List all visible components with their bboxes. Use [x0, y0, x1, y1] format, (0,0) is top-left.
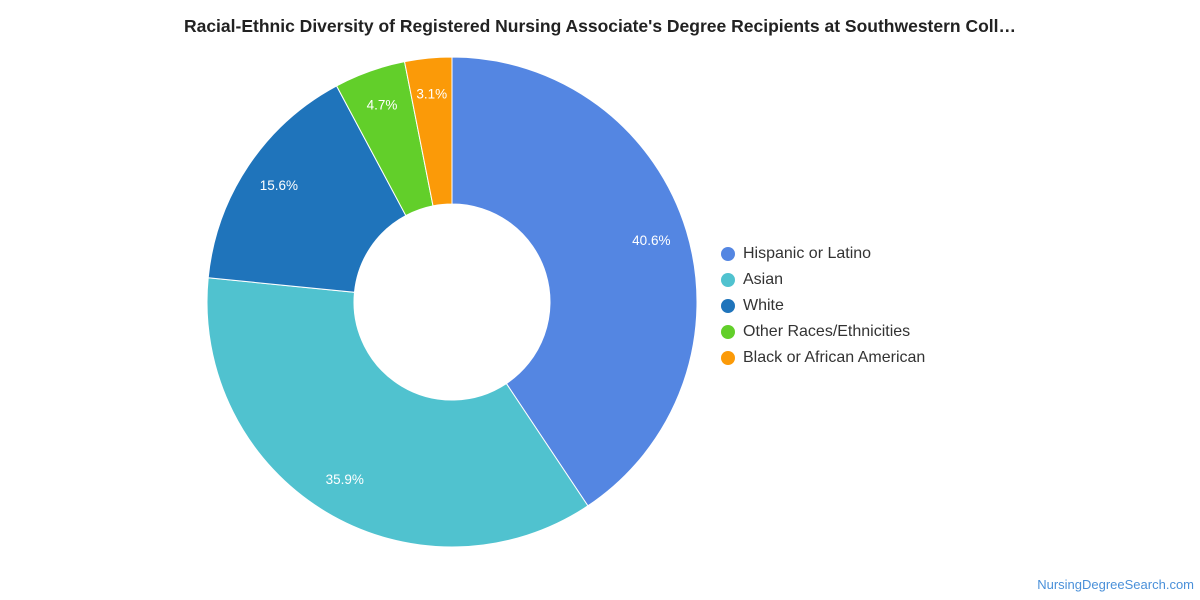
- legend-item[interactable]: Black or African American: [721, 345, 925, 371]
- legend-label: White: [743, 297, 784, 314]
- slice-value-label: 15.6%: [260, 178, 298, 193]
- legend-item[interactable]: Other Races/Ethnicities: [721, 319, 925, 345]
- slice-value-label: 35.9%: [326, 472, 364, 487]
- legend-swatch-icon: [721, 351, 735, 365]
- legend-swatch-icon: [721, 247, 735, 261]
- chart-title: Racial-Ethnic Diversity of Registered Nu…: [183, 16, 1017, 36]
- legend-label: Black or African American: [743, 349, 926, 366]
- slice-labels-group: 40.6% 35.9% 15.6% 4.7% 3.1%: [260, 86, 671, 487]
- legend-swatch-icon: [721, 299, 735, 313]
- chart-legend: Hispanic or Latino Asian White Other Races/…: [721, 241, 925, 371]
- legend-swatch-icon: [721, 325, 735, 339]
- slice-asian[interactable]: [206, 277, 589, 548]
- legend-label: Other Races/Ethnicities: [743, 323, 911, 340]
- legend-label: Hispanic or Latino: [743, 245, 872, 262]
- slice-white[interactable]: [207, 85, 407, 293]
- legend-item[interactable]: Asian: [721, 267, 925, 293]
- slice-black-or-african-american[interactable]: [403, 56, 453, 207]
- legend-item[interactable]: White: [721, 293, 925, 319]
- legend-item[interactable]: Hispanic or Latino: [721, 241, 925, 267]
- slices-group: [206, 56, 698, 548]
- slice-value-label: 3.1%: [416, 86, 447, 101]
- legend-label: Asian: [743, 271, 784, 288]
- slice-value-label: 4.7%: [367, 97, 398, 112]
- legend-swatch-icon: [721, 273, 735, 287]
- source-credit-link[interactable]: NursingDegreeSearch.com: [1037, 577, 1194, 592]
- slice-value-label: 40.6%: [632, 233, 670, 248]
